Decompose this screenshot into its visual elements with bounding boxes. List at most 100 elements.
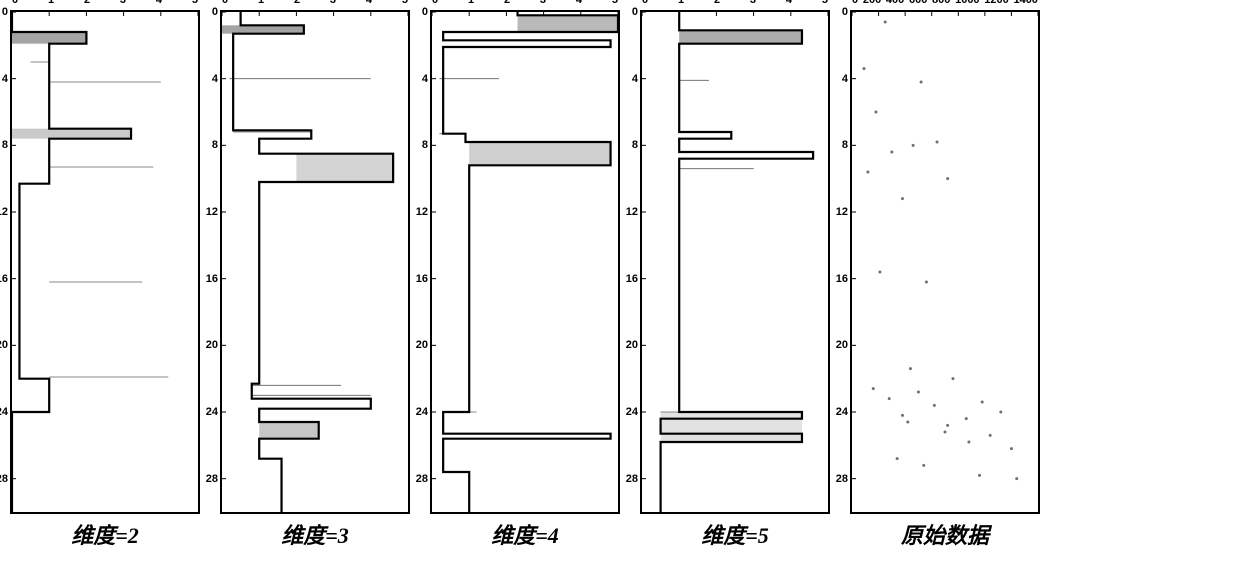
y-tick-label: 4	[842, 73, 848, 85]
y-ticks: 0481216202428	[622, 12, 640, 512]
x-tick-label: 3	[120, 0, 126, 6]
x-tick-label: 0	[432, 0, 438, 6]
y-tick-label: 12	[626, 206, 638, 218]
x-tick-label: 600	[909, 0, 927, 6]
scatter-point	[890, 151, 893, 154]
x-tick-label: 1400	[1013, 0, 1037, 6]
y-tick-label: 4	[632, 73, 638, 85]
scatter-point	[989, 434, 992, 437]
chart-panel: 0123450481216202428	[640, 10, 830, 514]
y-tick-label: 8	[842, 139, 848, 151]
x-tick-label: 5	[822, 0, 828, 6]
scatter-point	[951, 377, 954, 380]
y-tick-label: 16	[836, 273, 848, 285]
overlay-rect	[222, 25, 304, 33]
x-tick-label: 5	[192, 0, 198, 6]
y-tick-label: 24	[626, 406, 638, 418]
y-tick-label: 12	[416, 206, 428, 218]
x-ticks: 0200400600800100012001400	[852, 0, 1038, 6]
y-tick-label: 8	[212, 139, 218, 151]
x-tick-label: 800	[932, 0, 950, 6]
overlay-rect	[12, 129, 131, 139]
x-tick-label: 1000	[955, 0, 979, 6]
x-tick-label: 1	[468, 0, 474, 6]
y-tick-label: 28	[206, 473, 218, 485]
y-tick-label: 4	[2, 73, 8, 85]
x-tick-label: 3	[750, 0, 756, 6]
y-ticks: 0481216202428	[412, 12, 430, 512]
y-tick-label: 24	[0, 406, 8, 418]
scatter-point	[978, 474, 981, 477]
scatter-point	[946, 177, 949, 180]
scatter-point	[884, 21, 887, 24]
y-tick-label: 28	[626, 473, 638, 485]
x-tick-label: 4	[576, 0, 582, 6]
x-tick-label: 1	[258, 0, 264, 6]
x-tick-label: 1200	[984, 0, 1008, 6]
y-tick-label: 16	[0, 273, 8, 285]
panel-column: 02004006008001000120014000481216202428原始…	[850, 10, 1040, 550]
chart-svg	[642, 12, 828, 512]
x-tick-label: 4	[156, 0, 162, 6]
panel-column: 0123450481216202428 维度=5	[640, 10, 830, 550]
x-ticks: 012345	[642, 0, 828, 6]
y-tick-label: 16	[416, 273, 428, 285]
scatter-point	[925, 281, 928, 284]
step-line	[443, 12, 618, 512]
overlay-rect	[259, 422, 319, 439]
y-tick-label: 20	[0, 339, 8, 351]
y-tick-label: 4	[212, 73, 218, 85]
y-tick-label: 16	[626, 273, 638, 285]
x-tick-label: 4	[786, 0, 792, 6]
panel-column: 0123450481216202428 维度=2	[10, 10, 200, 550]
scatter-point	[866, 171, 869, 174]
chart-panel: 0123450481216202428	[430, 10, 620, 514]
overlay-rect	[12, 32, 86, 44]
x-tick-label: 2	[714, 0, 720, 6]
scatter-point	[946, 424, 949, 427]
y-tick-label: 28	[416, 473, 428, 485]
y-tick-label: 0	[2, 6, 8, 18]
x-tick-label: 3	[330, 0, 336, 6]
y-tick-label: 12	[836, 206, 848, 218]
overlay-rect	[661, 412, 802, 442]
y-tick-label: 20	[206, 339, 218, 351]
overlay-rect	[296, 154, 393, 182]
overlay-rect	[518, 15, 618, 32]
overlay-rect	[469, 142, 610, 165]
chart-panel: 0123450481216202428	[10, 10, 200, 514]
y-tick-label: 0	[632, 6, 638, 18]
panels-row: 0123450481216202428维度=201234504812162024…	[10, 10, 1230, 550]
y-tick-label: 20	[836, 339, 848, 351]
x-tick-label: 0	[12, 0, 18, 6]
chart-panel: 0123450481216202428	[220, 10, 410, 514]
chart-svg	[12, 12, 198, 512]
panel-caption: 维度=3	[220, 518, 410, 550]
x-tick-label: 2	[84, 0, 90, 6]
x-tick-label: 0	[852, 0, 858, 6]
y-ticks: 0481216202428	[832, 12, 850, 512]
y-tick-label: 12	[206, 206, 218, 218]
y-tick-label: 4	[422, 73, 428, 85]
scatter-point	[906, 421, 909, 424]
chart-svg	[222, 12, 408, 512]
x-tick-label: 200	[863, 0, 881, 6]
x-ticks: 012345	[432, 0, 618, 6]
y-ticks: 0481216202428	[202, 12, 220, 512]
x-ticks: 012345	[222, 0, 408, 6]
chart-svg	[432, 12, 618, 512]
scatter-point	[901, 414, 904, 417]
x-tick-label: 2	[504, 0, 510, 6]
scatter-point	[901, 197, 904, 200]
scatter-point	[874, 111, 877, 114]
scatter-point	[1010, 447, 1013, 450]
y-tick-label: 28	[836, 473, 848, 485]
scatter-point	[967, 441, 970, 444]
panel-caption: 维度=2	[10, 518, 200, 550]
y-tick-label: 0	[212, 6, 218, 18]
y-ticks: 0481216202428	[0, 12, 10, 512]
panel-caption: 维度=5	[640, 518, 830, 550]
scatter-point	[1015, 477, 1018, 480]
y-tick-label: 8	[422, 139, 428, 151]
scatter-point	[933, 404, 936, 407]
